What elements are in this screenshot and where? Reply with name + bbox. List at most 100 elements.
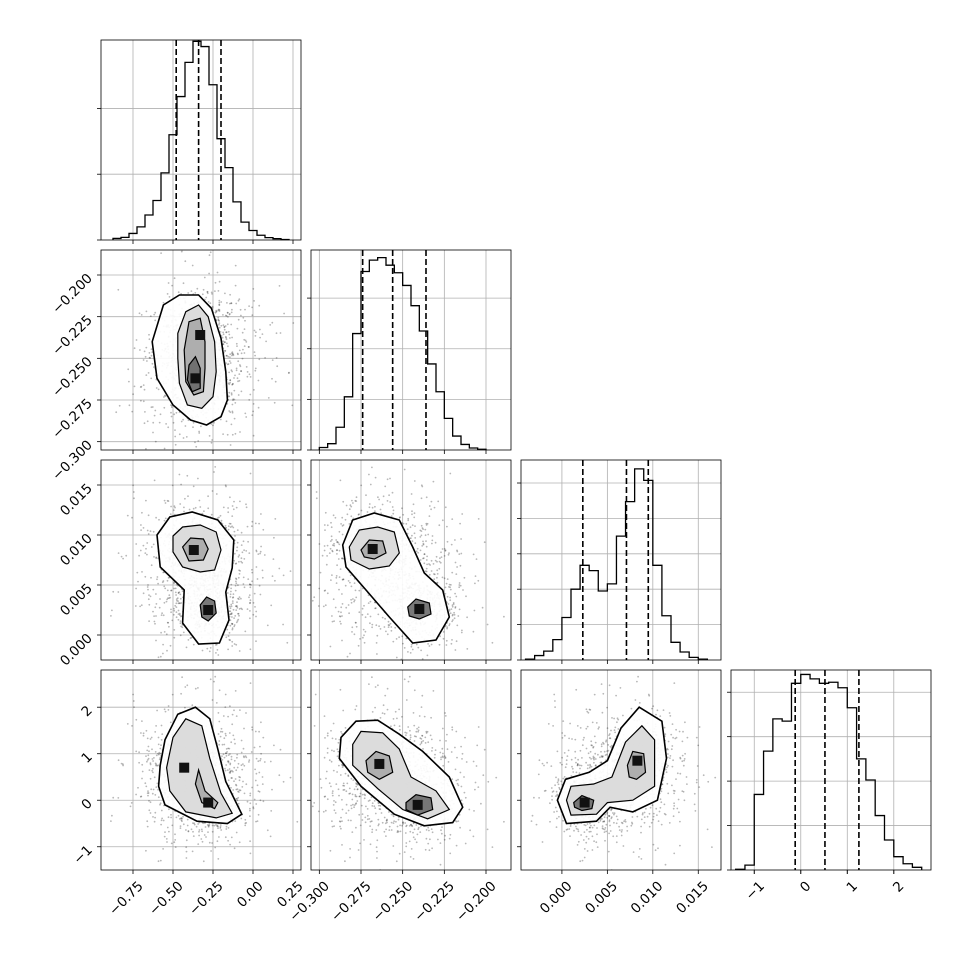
sample-point	[374, 505, 376, 508]
sample-point	[242, 576, 245, 579]
sample-point	[332, 544, 334, 547]
sample-point	[150, 736, 153, 739]
sample-point	[228, 371, 231, 374]
sample-point	[368, 503, 371, 505]
sample-point	[353, 633, 356, 636]
sample-point	[414, 680, 416, 682]
y-tick-label: 0.000	[57, 631, 96, 670]
sample-point	[228, 313, 231, 315]
sample-point	[451, 620, 453, 623]
sample-point	[392, 512, 395, 515]
sample-point	[226, 302, 228, 304]
sample-point	[177, 291, 180, 294]
sample-point	[225, 755, 228, 757]
sample-point	[236, 546, 239, 549]
sample-point	[199, 506, 202, 508]
sample-point	[218, 299, 221, 302]
sample-point	[234, 778, 237, 780]
sample-point	[178, 612, 181, 615]
sample-point	[243, 352, 246, 354]
sample-point	[190, 828, 193, 831]
sample-point	[235, 831, 238, 834]
sample-point	[360, 509, 363, 512]
sample-point	[157, 736, 160, 739]
sample-point	[234, 615, 237, 617]
sample-point	[228, 632, 231, 634]
sample-point	[235, 582, 238, 585]
sample-point	[223, 325, 226, 328]
sample-point	[213, 680, 215, 683]
sample-point	[139, 549, 142, 552]
sample-point	[181, 820, 183, 823]
sample-point	[451, 604, 454, 607]
sample-point	[201, 293, 204, 296]
sample-point	[200, 425, 202, 428]
sample-point	[455, 595, 458, 598]
sample-point	[315, 491, 318, 493]
sample-point	[232, 734, 235, 737]
sample-point	[339, 620, 341, 623]
sample-point	[187, 471, 189, 473]
density-contour	[407, 598, 432, 620]
sample-point	[175, 602, 178, 605]
sample-point	[238, 298, 241, 301]
density-contour	[181, 537, 209, 562]
sample-point	[389, 622, 392, 625]
histogram-step	[318, 256, 487, 450]
sample-point	[420, 534, 423, 537]
sample-point	[410, 493, 413, 495]
sample-point	[251, 786, 254, 789]
sample-point	[386, 500, 389, 502]
sample-point	[240, 739, 243, 742]
sample-point	[368, 473, 370, 476]
sample-point	[138, 312, 141, 315]
sample-point	[245, 550, 248, 552]
sample-point	[221, 474, 223, 476]
sample-point	[230, 622, 233, 625]
sample-point	[212, 424, 214, 427]
sample-point	[415, 643, 418, 646]
sample-point	[243, 338, 246, 341]
sample-point	[324, 511, 327, 514]
sample-point	[229, 770, 232, 773]
sample-point	[325, 563, 328, 566]
sample-point	[369, 615, 372, 618]
sample-point	[148, 620, 151, 622]
sample-point	[456, 566, 458, 568]
sample-point	[222, 506, 225, 509]
sample-point	[296, 820, 299, 823]
sample-point	[444, 506, 447, 509]
sample-point	[238, 554, 241, 556]
sample-point	[447, 553, 450, 556]
sample-point	[218, 309, 221, 311]
sample-point	[438, 643, 441, 646]
y-tick-label: 0.005	[57, 581, 96, 620]
sample-point	[244, 308, 246, 311]
sample-point	[238, 573, 241, 575]
sample-point	[132, 491, 135, 493]
sample-point	[202, 822, 205, 825]
sample-point	[204, 456, 206, 458]
sample-point	[197, 477, 199, 480]
sample-point	[152, 431, 154, 434]
sample-point	[318, 543, 321, 545]
sample-point	[222, 343, 225, 345]
sample-point	[246, 608, 249, 610]
sample-point	[246, 375, 249, 378]
sample-point	[215, 309, 218, 312]
sample-point	[218, 303, 221, 306]
sample-point	[225, 420, 228, 423]
sample-point	[362, 636, 364, 639]
sample-point	[330, 579, 332, 581]
sample-point	[236, 606, 239, 609]
sample-point	[198, 432, 201, 434]
sample-point	[188, 666, 190, 668]
sample-point	[423, 553, 426, 556]
sample-point	[219, 730, 222, 733]
sample-point	[384, 485, 387, 488]
sample-point	[235, 609, 238, 611]
sample-point	[374, 476, 377, 479]
sample-point	[387, 626, 390, 628]
sample-point	[246, 800, 249, 803]
sample-point	[227, 345, 229, 348]
